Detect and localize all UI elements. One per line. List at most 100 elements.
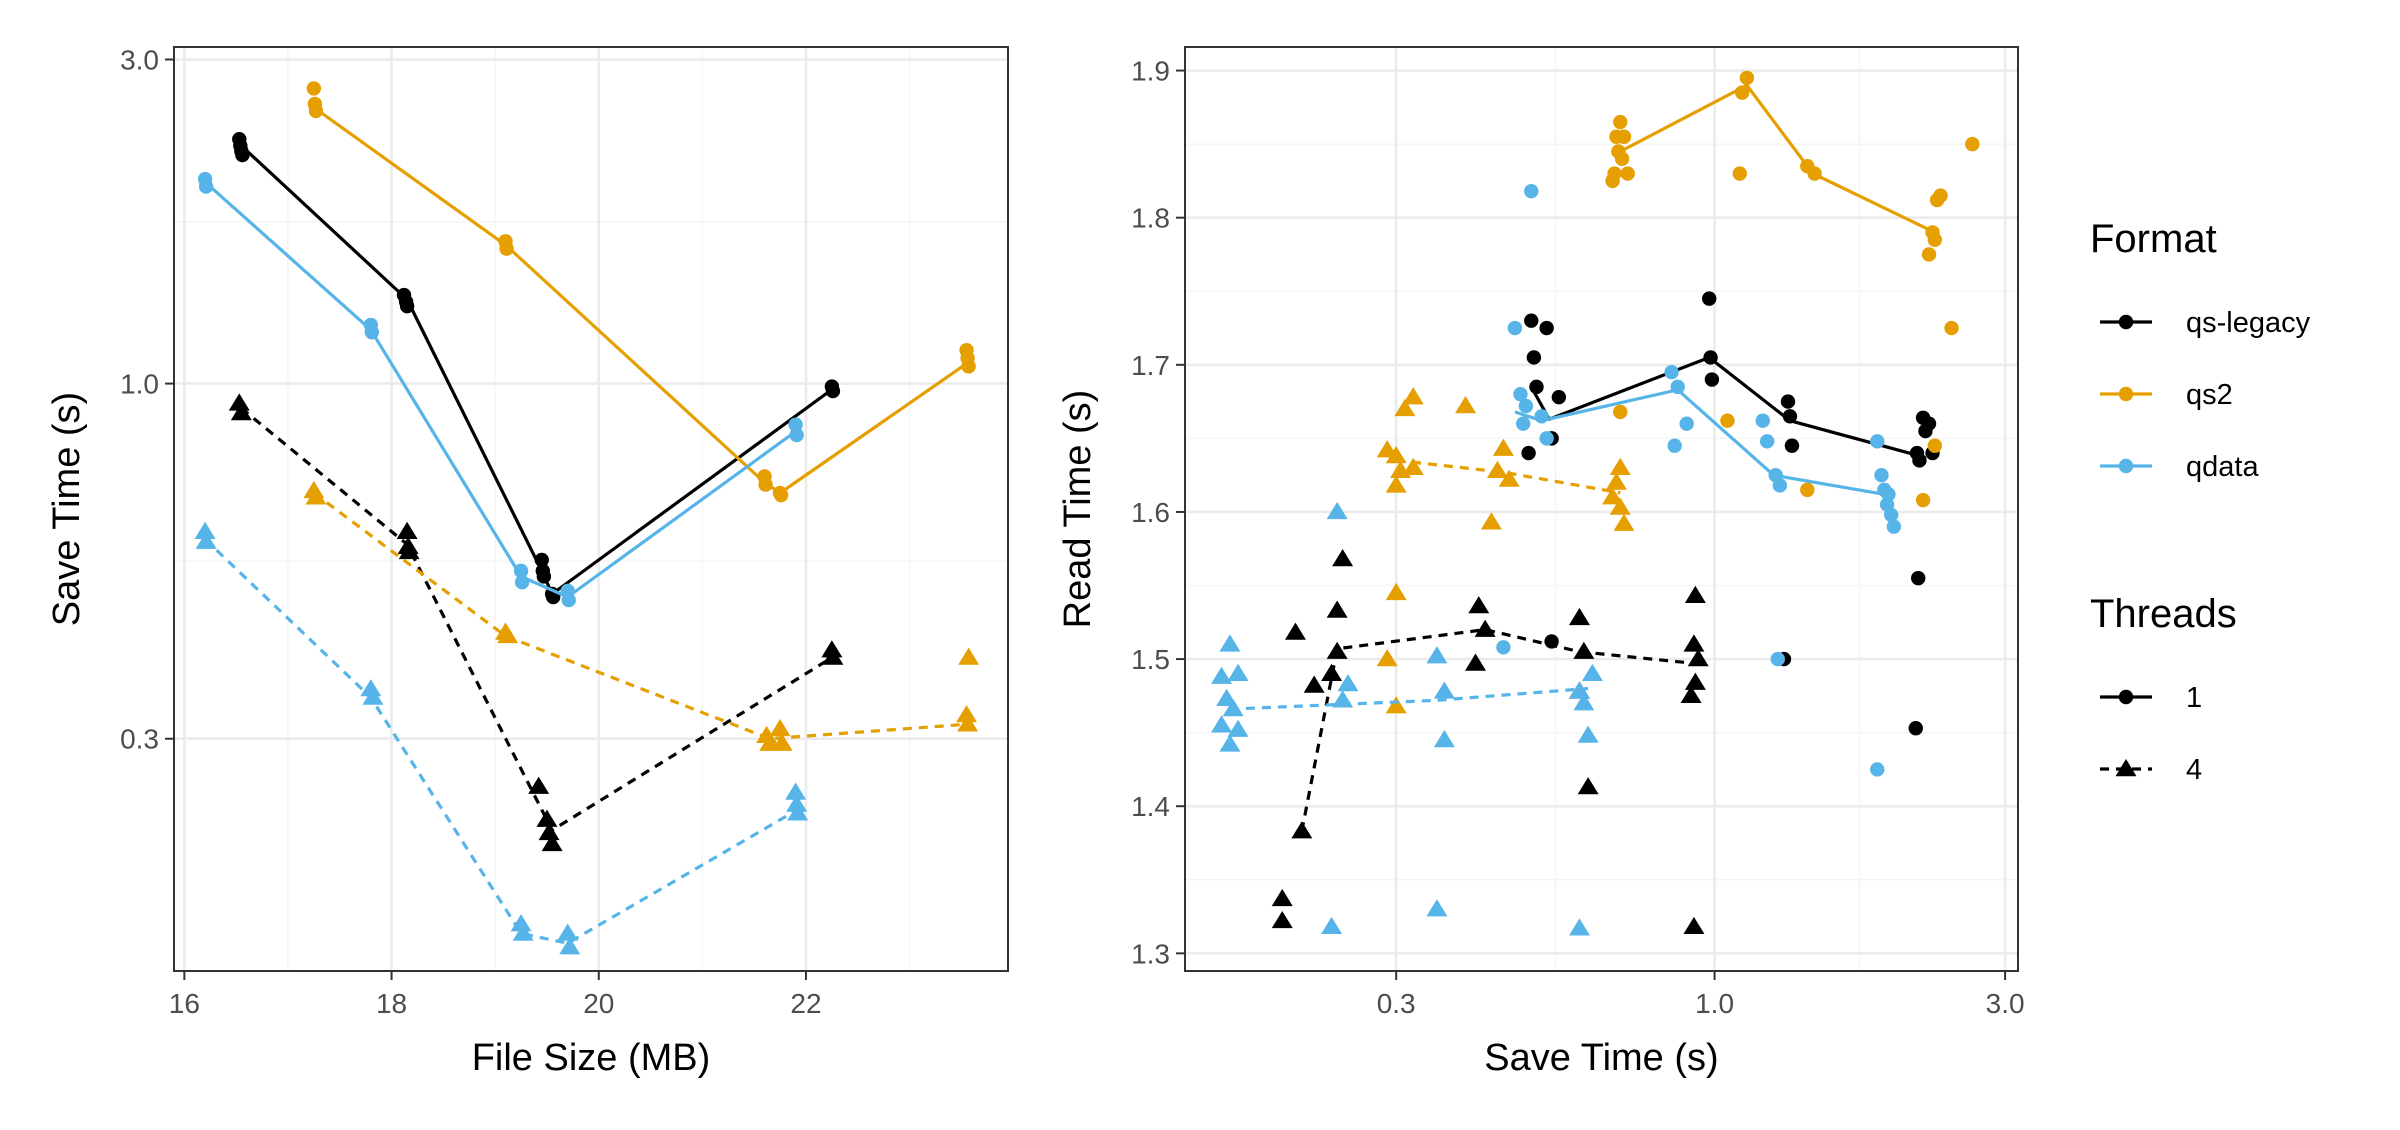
data-point-triangle	[771, 733, 793, 751]
legend-label: 1	[2186, 682, 2202, 714]
data-point-circle	[1944, 320, 1959, 336]
data-point-triangle	[1385, 475, 1407, 493]
legend-threads-title: Threads	[2090, 592, 2237, 636]
x-tick-label: 1.0	[1695, 988, 1734, 1019]
data-point-triangle	[1498, 469, 1520, 487]
series-qs2-threads-4	[1376, 387, 1635, 714]
legend-key-circle	[2118, 386, 2134, 402]
data-point-triangle	[510, 914, 532, 932]
plot-area	[174, 47, 1008, 971]
data-point-triangle	[1684, 585, 1706, 604]
data-point-triangle	[1480, 512, 1502, 530]
y-tick-label: 1.7	[1131, 350, 1170, 381]
legend-threads-items: 14	[2100, 682, 2202, 786]
data-point-triangle	[1426, 899, 1448, 917]
data-point-circle	[1921, 247, 1937, 262]
data-point-circle	[773, 487, 789, 503]
series-line	[203, 538, 797, 945]
data-point-triangle	[1684, 672, 1706, 690]
data-point-circle	[1507, 320, 1523, 336]
data-point-triangle	[958, 647, 980, 665]
series-qs-legacy-threads-4	[1271, 549, 1709, 935]
data-point-triangle	[194, 521, 216, 540]
series-qdata-threads-1	[197, 171, 804, 608]
panel-border	[173, 46, 1009, 972]
data-point-triangle	[822, 647, 844, 665]
legend-label: qs2	[2186, 379, 2233, 411]
data-point-triangle	[1332, 690, 1354, 708]
data-point-triangle	[1573, 641, 1595, 659]
x-axis-title: File Size (MB)	[472, 1037, 711, 1079]
series-qdata-threads-1	[1496, 183, 1902, 777]
data-point-triangle	[1581, 663, 1603, 681]
data-point-circle	[1734, 85, 1750, 100]
data-point-triangle	[528, 776, 550, 794]
data-point-triangle	[1326, 600, 1348, 618]
legend-label: qdata	[2186, 451, 2259, 483]
data-point-circle	[1616, 129, 1632, 144]
data-point-circle	[561, 592, 576, 608]
data-point-triangle	[1385, 446, 1407, 464]
data-point-triangle	[786, 794, 808, 812]
data-point-circle	[1526, 350, 1542, 365]
data-point-triangle	[1271, 910, 1293, 929]
series-line	[312, 491, 967, 741]
legend-label: qs-legacy	[2186, 307, 2311, 339]
data-point-triangle	[1321, 916, 1343, 935]
data-point-circle	[1518, 398, 1534, 414]
data-point-circle	[1874, 467, 1889, 483]
data-point-circle	[1702, 291, 1717, 306]
series-line	[240, 406, 833, 832]
data-point-circle	[1911, 570, 1926, 586]
data-point-circle	[513, 563, 529, 579]
data-point-triangle	[1568, 918, 1590, 936]
data-point-triangle	[1468, 596, 1490, 614]
plot-area	[1185, 47, 2018, 971]
data-point-circle	[1513, 387, 1528, 402]
chart-read-time-vs-save-time: 0.3 1.0 3.0 1.3 1.4 1.5 1.6 1.7 1.8 1.9 Save Time …	[1057, 46, 2025, 1079]
data-point-triangle	[1577, 777, 1599, 795]
data-point-triangle	[1605, 472, 1627, 490]
data-point-circle	[1739, 70, 1755, 86]
data-point-circle	[1755, 413, 1770, 428]
data-point-circle	[1780, 394, 1796, 409]
data-point-circle	[1605, 173, 1620, 189]
data-point-triangle	[557, 923, 579, 941]
data-point-triangle	[396, 521, 418, 540]
data-point-triangle	[1222, 699, 1244, 717]
data-point-triangle	[1573, 693, 1595, 711]
data-point-triangle	[1227, 663, 1249, 681]
data-point-triangle	[1326, 641, 1348, 659]
y-tick-label: 0.3	[120, 724, 159, 755]
data-point-circle	[1870, 762, 1885, 777]
data-point-circle	[1912, 453, 1927, 468]
data-point-triangle	[360, 679, 382, 697]
data-point-triangle	[1683, 634, 1705, 652]
data-point-circle	[1551, 389, 1567, 405]
data-point-triangle	[1402, 387, 1424, 405]
x-tick-label: 18	[376, 988, 407, 1019]
y-tick-label: 1.6	[1131, 497, 1170, 528]
data-point-triangle	[305, 487, 327, 505]
x-tick-label: 3.0	[1986, 988, 2025, 1019]
data-point-circle	[1620, 166, 1635, 181]
data-point-triangle	[785, 782, 807, 800]
data-point-circle	[364, 325, 380, 340]
data-point-triangle	[1568, 681, 1590, 699]
legend-item-threads-4: 4	[2100, 754, 2202, 786]
data-point-circle	[1921, 416, 1937, 431]
data-point-triangle	[1613, 513, 1635, 531]
data-point-triangle	[1455, 396, 1477, 414]
data-point-circle	[1908, 721, 1923, 736]
data-point-triangle	[1385, 696, 1407, 714]
data-point-circle	[1759, 434, 1775, 449]
data-point-triangle	[1433, 730, 1455, 748]
data-point-circle	[198, 179, 214, 194]
data-point-circle	[235, 147, 250, 163]
legend-key-circle	[2118, 689, 2134, 705]
data-point-triangle	[536, 809, 558, 827]
series-qs2-threads-1	[306, 81, 976, 503]
data-point-triangle	[1492, 438, 1514, 456]
data-point-circle	[1886, 519, 1902, 534]
data-point-circle	[1613, 404, 1628, 420]
